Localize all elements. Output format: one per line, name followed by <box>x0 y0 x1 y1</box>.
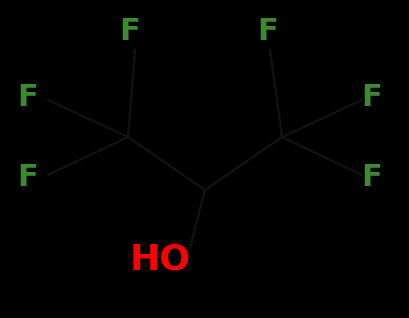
Text: HO: HO <box>129 243 190 277</box>
Text: F: F <box>18 82 38 112</box>
Text: F: F <box>119 17 140 46</box>
Text: F: F <box>361 162 382 191</box>
Text: F: F <box>257 17 278 46</box>
Text: F: F <box>361 82 382 112</box>
Text: F: F <box>18 162 38 191</box>
